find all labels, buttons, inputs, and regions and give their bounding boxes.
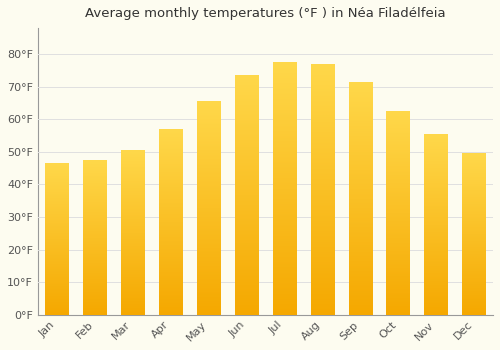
- Title: Average monthly temperatures (°F ) in Néa Filadélfeia: Average monthly temperatures (°F ) in Né…: [85, 7, 446, 20]
